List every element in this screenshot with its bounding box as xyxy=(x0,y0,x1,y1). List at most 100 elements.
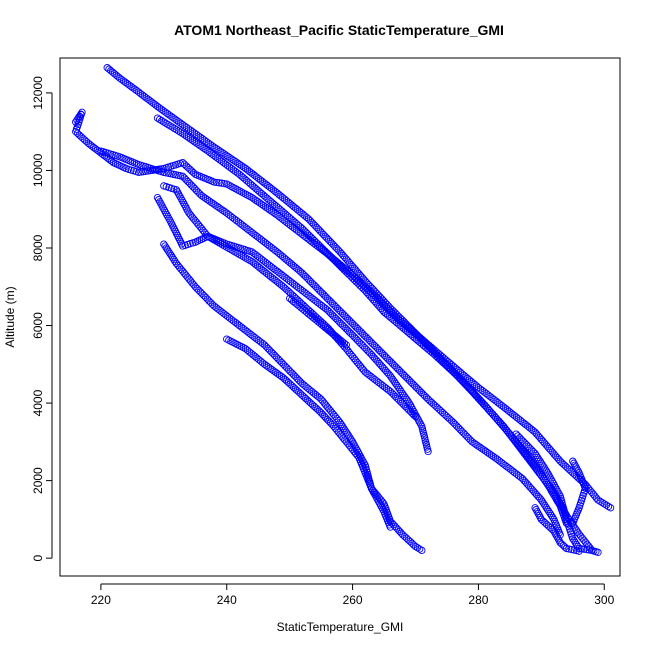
data-point xyxy=(554,535,562,543)
data-point xyxy=(197,191,206,200)
data-point xyxy=(541,465,549,473)
data-point xyxy=(594,496,602,504)
data-point xyxy=(480,446,488,454)
x-tick-label: 220 xyxy=(91,593,111,607)
data-point xyxy=(214,238,223,247)
data-point xyxy=(535,469,544,477)
data-point xyxy=(569,457,577,465)
data-point xyxy=(357,340,365,348)
data-point xyxy=(201,293,210,301)
data-point xyxy=(165,248,173,256)
data-point xyxy=(565,545,573,553)
data-point xyxy=(390,378,399,386)
data-point xyxy=(536,457,544,465)
data-point xyxy=(537,459,545,467)
data-point xyxy=(159,204,167,212)
data-point xyxy=(170,255,178,264)
data-point xyxy=(161,208,170,217)
data-point xyxy=(478,444,486,453)
data-point xyxy=(213,178,221,187)
data-point xyxy=(538,498,547,506)
data-point xyxy=(164,120,172,129)
data-point xyxy=(266,364,274,373)
data-point xyxy=(172,126,181,134)
data-point xyxy=(594,548,602,556)
data-point xyxy=(534,509,542,518)
data-point xyxy=(223,243,231,251)
data-point xyxy=(575,544,583,553)
data-point xyxy=(551,529,559,537)
chart-title: ATOM1 Northeast_Pacific StaticTemperatur… xyxy=(174,22,504,38)
data-point xyxy=(286,367,294,376)
data-point xyxy=(118,75,126,84)
data-point xyxy=(225,181,233,189)
data-point xyxy=(225,244,233,253)
data-point xyxy=(554,488,562,496)
data-point xyxy=(459,429,468,437)
data-point xyxy=(596,497,604,505)
data-point xyxy=(207,198,215,207)
y-axis: 0 2000 4000 6000 8000 10000 12000 xyxy=(31,76,53,562)
data-point xyxy=(571,539,579,547)
y-tick-label: 8000 xyxy=(31,234,45,261)
data-point xyxy=(606,504,615,512)
x-axis-label: StaticTemperature_GMI xyxy=(277,620,404,634)
data-point xyxy=(267,207,275,215)
data-point xyxy=(570,537,578,545)
data-point xyxy=(485,450,494,458)
y-tick-label: 0 xyxy=(31,555,45,562)
data-point xyxy=(274,370,282,378)
data-point xyxy=(217,205,225,213)
data-point xyxy=(542,467,551,475)
data-point xyxy=(210,236,218,244)
data-point xyxy=(353,451,361,460)
data-point xyxy=(411,542,420,551)
data-point xyxy=(548,477,556,485)
data-point xyxy=(235,250,243,259)
data-point xyxy=(260,360,269,368)
data-point xyxy=(410,411,418,419)
data-point xyxy=(340,339,349,348)
data-point xyxy=(278,358,286,367)
data-point xyxy=(424,447,432,456)
data-point xyxy=(220,179,228,188)
data-point xyxy=(246,256,254,265)
data-point xyxy=(569,519,577,527)
data-point xyxy=(229,247,237,255)
x-tick-label: 260 xyxy=(343,593,363,607)
x-tick-label: 240 xyxy=(217,593,237,607)
data-point xyxy=(155,115,164,124)
x-tick-label: 300 xyxy=(594,593,614,607)
data-point xyxy=(342,341,350,349)
data-point xyxy=(355,338,364,346)
data-point xyxy=(256,199,264,207)
data-point xyxy=(244,255,252,263)
data-point xyxy=(575,547,583,555)
data-point xyxy=(189,169,198,177)
data-point xyxy=(532,506,540,514)
data-point xyxy=(231,184,239,193)
data-point xyxy=(537,496,545,504)
data-point xyxy=(262,362,271,370)
data-point xyxy=(338,422,347,430)
data-point xyxy=(75,112,84,120)
data-point xyxy=(198,143,206,151)
data-point xyxy=(529,459,537,467)
data-point xyxy=(561,543,569,551)
data-point xyxy=(216,147,224,155)
data-point xyxy=(119,77,128,85)
x-axis: 220 240 260 280 300 xyxy=(91,583,615,607)
data-point xyxy=(569,535,577,543)
data-point xyxy=(415,418,424,426)
data-point xyxy=(340,424,348,432)
data-point xyxy=(413,544,422,552)
data-point xyxy=(583,545,591,554)
data-point xyxy=(585,546,593,554)
data-point xyxy=(178,196,186,205)
data-point xyxy=(546,509,554,518)
data-point xyxy=(170,124,178,133)
data-point xyxy=(602,501,611,509)
data-point xyxy=(176,192,184,200)
data-point xyxy=(549,513,557,522)
y-axis-label: Altitude (m) xyxy=(3,286,17,347)
